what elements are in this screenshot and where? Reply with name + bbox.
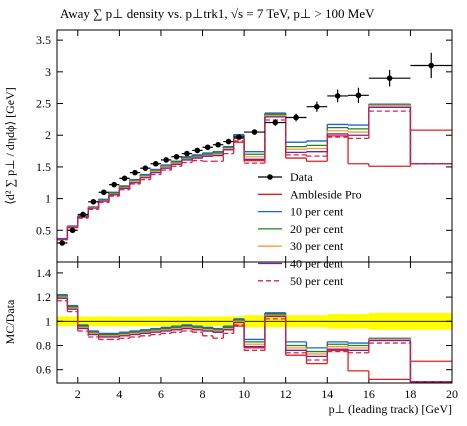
- data-point: [355, 92, 362, 99]
- data-point: [132, 169, 138, 176]
- data-point: [152, 160, 159, 167]
- data-point: [272, 119, 279, 126]
- x-tick-label: 4: [116, 387, 122, 401]
- data-point: [236, 134, 242, 140]
- data-point: [184, 150, 190, 157]
- y-tick-label: 2: [45, 128, 51, 142]
- x-tick-label: 20: [446, 387, 458, 401]
- data-point: [215, 141, 221, 148]
- data-point: [142, 165, 149, 171]
- data-point: [121, 175, 128, 182]
- data-point: [194, 147, 201, 154]
- y-tick-label: 0.6: [36, 363, 51, 377]
- x-tick-label: 10: [238, 387, 250, 401]
- legend-label: 50 per cent: [290, 274, 344, 288]
- legend-label: Ambleside Pro: [290, 187, 362, 201]
- data-point: [173, 153, 180, 160]
- x-tick-label: 12: [280, 387, 292, 401]
- data-point: [386, 75, 393, 81]
- data-point: [251, 129, 258, 135]
- chart-title: Away ∑ p⊥ density vs. p⊥trk1, √s = 7 TeV…: [60, 6, 375, 21]
- legend-label: Data: [290, 170, 313, 184]
- y-axis-label: ⟨d² ∑ p⊥ / dηdϕ⟩ [GeV]: [3, 87, 17, 205]
- data-point: [334, 93, 341, 99]
- y-tick-label: 1.4: [36, 266, 51, 280]
- data-point: [225, 138, 232, 145]
- y-tick-label: 0.5: [36, 223, 51, 237]
- y-tick-label: 0.8: [36, 338, 51, 352]
- x-tick-label: 6: [158, 387, 164, 401]
- y-tick-label: 3.5: [36, 33, 51, 47]
- y-tick-label: 2.5: [36, 97, 51, 111]
- data-point: [59, 240, 65, 246]
- data-point: [163, 157, 169, 163]
- data-point: [80, 211, 86, 218]
- y-tick-label: 3: [45, 65, 51, 79]
- data-point: [90, 198, 97, 205]
- data-point: [111, 181, 117, 188]
- plot-frame: [56, 261, 453, 384]
- data-point: [314, 103, 320, 110]
- legend-label: 30 per cent: [290, 239, 344, 253]
- legend-label: 40 per cent: [290, 257, 344, 271]
- data-point: [204, 144, 211, 151]
- legend-marker: [267, 174, 273, 180]
- x-tick-label: 8: [200, 387, 206, 401]
- y-tick-label: 1.2: [36, 290, 51, 304]
- y-tick-label: 1: [45, 192, 51, 206]
- plot-frame: [56, 29, 453, 263]
- legend-label: 10 per cent: [290, 205, 344, 219]
- legend-label: 20 per cent: [290, 222, 344, 236]
- x-tick-label: 14: [321, 387, 333, 401]
- y-tick-label: 1: [45, 314, 51, 328]
- x-axis-label: p⊥ (leading track) [GeV]: [329, 402, 452, 416]
- data-point: [293, 114, 299, 121]
- ratio-axis-label: MC/Data: [3, 299, 17, 344]
- data-point: [100, 189, 107, 196]
- x-tick-label: 16: [363, 387, 375, 401]
- x-tick-label: 2: [75, 387, 81, 401]
- x-tick-label: 18: [404, 387, 416, 401]
- data-point: [428, 62, 435, 69]
- data-point: [69, 227, 76, 234]
- y-tick-label: 1.5: [36, 160, 51, 174]
